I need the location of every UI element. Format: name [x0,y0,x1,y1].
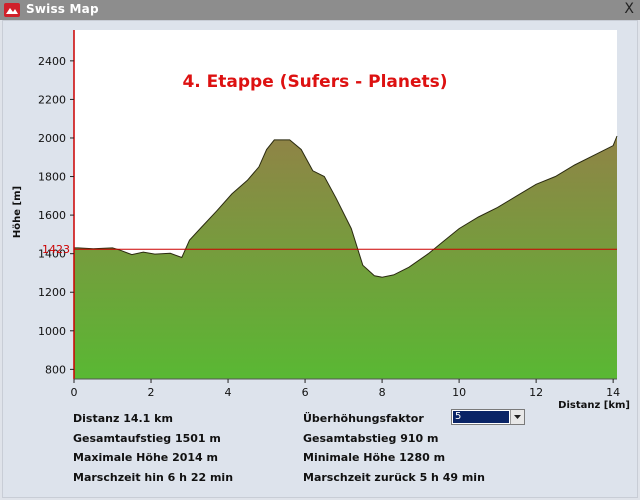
x-tick-label: 0 [71,386,78,399]
stat-marschzeit-zurueck: Marschzeit zurück 5 h 49 min [303,471,485,484]
y-tick-label: 1000 [38,325,66,338]
x-tick-label: 12 [529,386,543,399]
y-tick-label: 1600 [38,209,66,222]
elevation-area [74,136,617,379]
elevation-outline [74,135,618,278]
dropdown-button[interactable] [510,410,524,424]
y-tick-label: 2400 [38,55,66,68]
reference-line-label: 1423 [42,243,70,256]
swissmap-app-icon [4,3,20,17]
x-tick-label: 6 [302,386,309,399]
x-tick-label: 14 [606,386,620,399]
y-tick-label: 1200 [38,286,66,299]
y-tick-label: 2200 [38,93,66,106]
x-axis-label: Distanz [km] [558,400,630,410]
y-ticks: 800 1000 1200 1400 1600 1800 2000 2200 2400 [38,55,74,376]
stat-gesamtaufstieg: Gesamtaufstieg 1501 m [73,432,221,445]
stat-distanz: Distanz 14.1 km [73,412,173,425]
x-tick-label: 10 [452,386,466,399]
window-title: Swiss Map [26,2,99,16]
ueberhoehung-label: Überhöhungsfaktor [303,412,424,425]
elevation-chart: 800 1000 1200 1400 1600 1800 2000 2200 2400 0 2 4 6… [12,30,630,410]
close-button[interactable]: X [624,1,634,17]
x-tick-label: 2 [148,386,155,399]
chart-title: 4. Etappe (Sufers - Planets) [182,72,447,92]
ueberhoehung-select[interactable]: 5 [451,409,525,425]
x-ticks: 0 2 4 6 8 10 12 14 [71,379,620,399]
y-tick-label: 2000 [38,132,66,145]
y-tick-label: 1800 [38,171,66,184]
chevron-down-icon [514,415,521,419]
ueberhoehung-select-value: 5 [453,411,509,423]
stat-maximale-hoehe: Maximale Höhe 2014 m [73,451,218,464]
stat-marschzeit-hin: Marschzeit hin 6 h 22 min [73,471,234,484]
x-tick-label: 8 [379,386,386,399]
x-tick-label: 4 [225,386,232,399]
y-tick-label: 800 [45,363,66,376]
y-tick-label: 1400 [38,248,66,261]
window-titlebar: Swiss Map X [0,0,640,20]
y-axis-label: Höhe [m] [12,186,23,238]
stat-minimale-hoehe: Minimale Höhe 1280 m [303,451,446,464]
stat-gesamtabstieg: Gesamtabstieg 910 m [303,432,439,445]
